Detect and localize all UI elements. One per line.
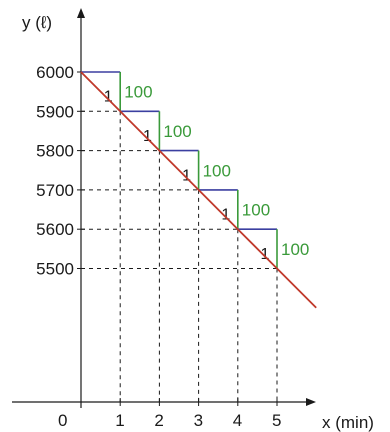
axes: 1 2 3 4 5 6000 5900 5800 5700 5600 5500	[12, 8, 316, 430]
y-tick-label: 5600	[36, 220, 74, 239]
x-tick-label: 1	[115, 411, 124, 430]
y-tick-label: 5700	[36, 181, 74, 200]
series-line	[80, 71, 317, 309]
y-tick-label: 6000	[36, 63, 74, 82]
origin-label: 0	[58, 411, 67, 430]
x-tick-label: 3	[194, 411, 203, 430]
x-axis-label: x (min)	[322, 413, 374, 432]
x-axis-arrow	[306, 398, 316, 406]
step-run-label: 1	[261, 246, 270, 263]
step-triangles: 1 100 1 100 1 100 1 100 1 100	[81, 71, 309, 269]
step-run-label: 1	[182, 167, 191, 184]
y-axis-arrow	[77, 8, 85, 18]
step-run-label: 1	[221, 207, 230, 224]
step-rise-label: 100	[124, 83, 152, 102]
step-rise-label: 100	[242, 201, 270, 220]
y-tick-label: 5500	[36, 260, 74, 279]
step-rise-label: 100	[281, 240, 309, 259]
y-tick-label: 5900	[36, 102, 74, 121]
x-tick-label: 2	[154, 411, 163, 430]
step-rise-label: 100	[203, 161, 231, 180]
y-tick-label: 5800	[36, 142, 74, 161]
step-rise-label: 100	[163, 122, 191, 141]
x-tick-label: 5	[272, 411, 281, 430]
step-run-label: 1	[143, 128, 152, 145]
y-axis-label: y (ℓ)	[22, 13, 52, 32]
step-run-label: 1	[104, 89, 113, 106]
volume-line	[80, 71, 317, 309]
guide-lines	[81, 110, 278, 402]
x-tick-label: 4	[233, 411, 242, 430]
labels: y (ℓ) x (min) 0	[22, 13, 374, 432]
